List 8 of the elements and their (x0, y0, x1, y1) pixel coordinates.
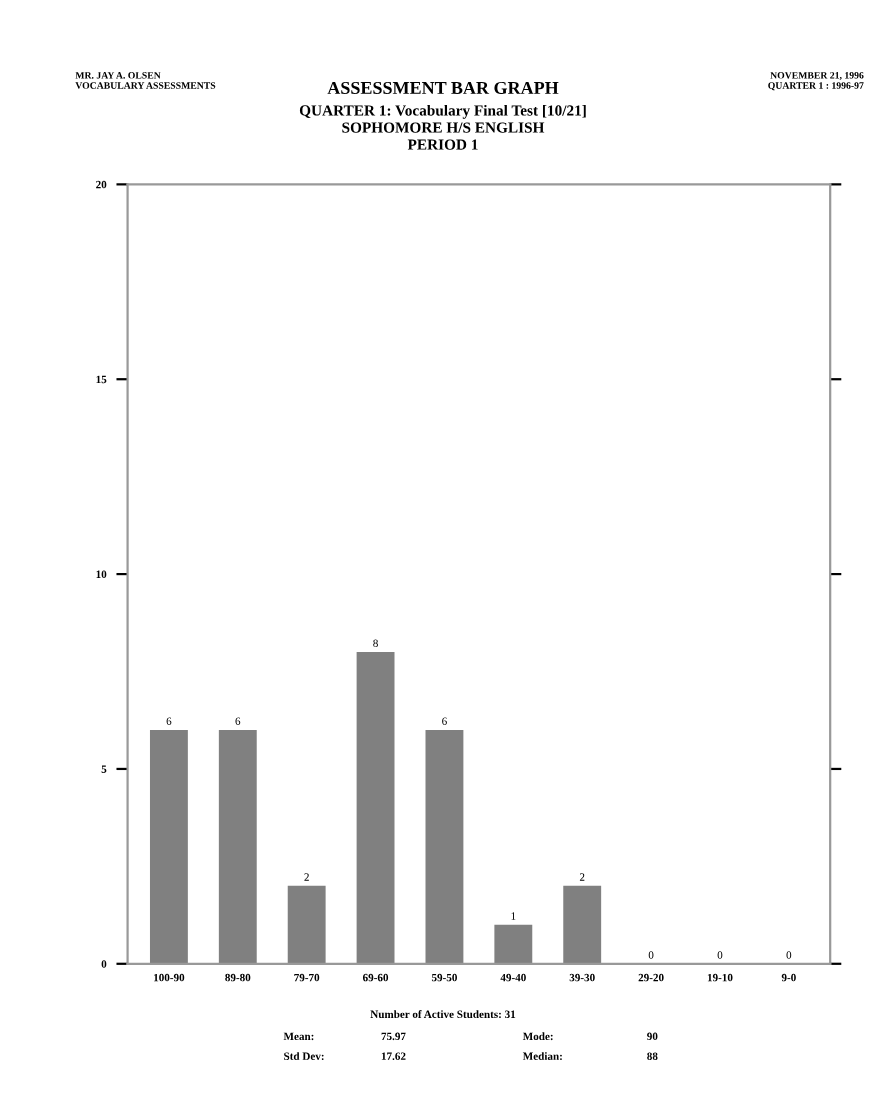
bar (218, 729, 257, 964)
bar (287, 885, 326, 964)
bar (494, 924, 533, 964)
bar (149, 729, 188, 964)
chart-title: ASSESSMENT BAR GRAPH (327, 81, 559, 95)
bar (563, 885, 602, 964)
bar (356, 652, 395, 964)
bar (425, 729, 464, 964)
